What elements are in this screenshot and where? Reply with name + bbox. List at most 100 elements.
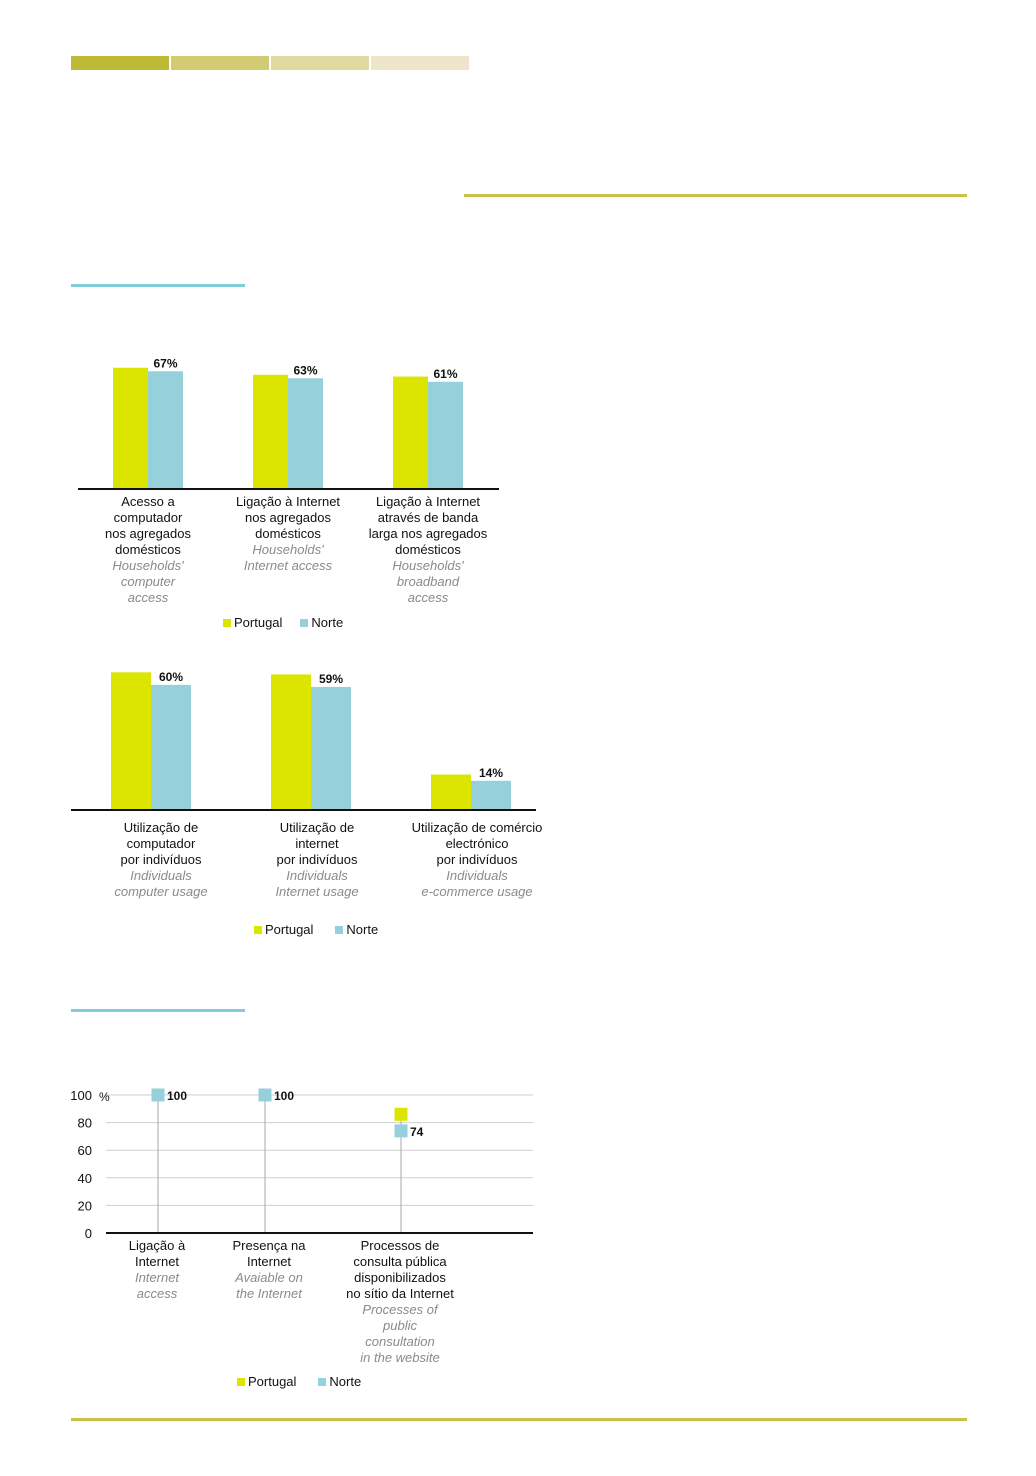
category-line: Acesso a <box>121 494 175 509</box>
legend-portugal-swatch <box>223 618 231 627</box>
chart3-category-label: Ligação à Internet Internet access <box>92 1238 222 1302</box>
legend-norte-label: Norte <box>346 922 379 937</box>
y-tick-label: 40 <box>78 1171 92 1186</box>
chart1-category-label: Ligação à Internet através de banda larga … <box>358 494 498 606</box>
category-line: por indivíduos <box>120 852 202 867</box>
norte-value-label: 63% <box>293 363 317 377</box>
norte-bar <box>471 780 511 810</box>
category-translation-line: broadband <box>396 574 460 589</box>
category-translation-line: e-commerce usage <box>421 884 533 899</box>
category-line: através de banda <box>377 510 479 525</box>
norte-value-label: 67% <box>153 356 177 370</box>
legend-norte-swatch <box>335 925 344 934</box>
category-translation-line: Internet <box>134 1270 180 1285</box>
category-translation-line: computer <box>120 574 176 589</box>
chart1-category-label: Acesso a computador nos agregados doméstico… <box>78 494 218 606</box>
section-rule-2 <box>71 1009 245 1012</box>
chart3-category-label: Presença na Internet Avaiable on the Intern… <box>204 1238 334 1302</box>
legend-norte: Norte <box>300 615 343 630</box>
legend-portugal-label: Portugal <box>248 1374 297 1389</box>
category-translation-line: Households' <box>392 558 464 573</box>
category-translation-line: the Internet <box>236 1286 302 1301</box>
portugal-marker <box>394 1107 408 1121</box>
category-translation-line: consultation <box>365 1334 435 1349</box>
category-line: nos agregados <box>104 526 191 541</box>
y-unit-label: % <box>99 1090 110 1104</box>
category-line: Utilização de <box>123 820 199 835</box>
category-line: computador <box>113 510 183 525</box>
legend-norte-swatch <box>318 1377 327 1386</box>
norte-marker <box>258 1088 272 1102</box>
legend-norte-label: Norte <box>311 615 344 630</box>
category-line: electrónico <box>445 836 509 851</box>
title-rule <box>464 194 967 197</box>
category-line: consulta pública <box>353 1254 447 1269</box>
header-segment-1 <box>71 56 169 70</box>
category-line: nos agregados <box>244 510 331 525</box>
norte-value-label: 59% <box>319 672 343 686</box>
category-translation-line: access <box>127 590 169 605</box>
public-services-chart: 0 20 40 60 80 100% 100 100 74 <box>70 1088 533 1241</box>
category-line: Utilização de comércio <box>411 820 543 835</box>
header-segment-4 <box>371 56 469 70</box>
norte-value-label: 74 <box>410 1125 424 1139</box>
chart1-legend: Portugal Norte <box>223 615 361 630</box>
category-translation-line: Individuals <box>130 868 192 883</box>
legend-norte: Norte <box>335 922 378 937</box>
y-tick-label: 80 <box>78 1116 92 1131</box>
category-line: domésticos <box>115 542 181 557</box>
category-line: larga nos agregados <box>368 526 488 541</box>
legend-norte-label: Norte <box>329 1374 362 1389</box>
category-translation-line: Individuals <box>446 868 508 883</box>
category-line: domésticos <box>255 526 321 541</box>
category-line: Utilização de <box>279 820 355 835</box>
norte-bar <box>148 371 183 489</box>
y-tick-label: 100 <box>70 1088 92 1103</box>
chart3-category-label: Processos de consulta pública disponibiliz… <box>335 1238 465 1366</box>
chart2-legend: Portugal Norte <box>254 922 396 937</box>
category-line: no sítio da Internet <box>346 1286 454 1301</box>
norte-value-label: 100 <box>167 1089 187 1103</box>
legend-portugal: Portugal <box>223 615 282 630</box>
category-line: disponibilizados <box>354 1270 446 1285</box>
legend-norte: Norte <box>318 1374 361 1389</box>
portugal-bar <box>253 374 288 489</box>
norte-bar <box>151 684 191 810</box>
norte-marker <box>151 1088 165 1102</box>
norte-bar <box>428 381 463 489</box>
category-line: por indivíduos <box>436 852 518 867</box>
chart2-category-label: Utilização de internet por indivíduos Indiv… <box>242 820 392 900</box>
category-translation-line: Internet usage <box>275 884 359 899</box>
category-translation-line: Households' <box>252 542 324 557</box>
y-tick-label: 20 <box>78 1198 92 1213</box>
category-line: Ligação à Internet <box>235 494 341 509</box>
category-translation-line: access <box>136 1286 178 1301</box>
individual-usage-chart: 60% 59% 14% <box>71 670 536 811</box>
footer-rule <box>71 1418 967 1421</box>
header-segment-3 <box>271 56 369 70</box>
portugal-bar <box>111 672 151 810</box>
category-translation-line: Individuals <box>286 868 348 883</box>
category-line: Processos de <box>360 1238 440 1253</box>
legend-portugal-label: Portugal <box>234 615 283 630</box>
section-rule-1 <box>71 284 245 287</box>
norte-bar <box>311 686 351 810</box>
category-line: Presença na <box>232 1238 306 1253</box>
header-segment-2 <box>171 56 269 70</box>
category-line: domésticos <box>395 542 461 557</box>
category-translation-line: Households' <box>112 558 184 573</box>
portugal-bar <box>113 367 148 489</box>
chart3-legend: Portugal Norte <box>237 1374 379 1389</box>
category-line: Ligação à Internet <box>375 494 481 509</box>
household-access-chart: 67% 63% 61% <box>78 356 499 490</box>
norte-value-label: 60% <box>159 670 183 684</box>
y-tick-label: 0 <box>85 1226 92 1241</box>
legend-portugal: Portugal <box>254 922 313 937</box>
category-translation-line: in the website <box>360 1350 440 1365</box>
norte-bar <box>288 378 323 489</box>
category-line: computador <box>126 836 196 851</box>
legend-portugal: Portugal <box>237 1374 296 1389</box>
y-tick-label: 60 <box>78 1143 92 1158</box>
chart1-category-label: Ligação à Internet nos agregados doméstico… <box>218 494 358 574</box>
category-translation-line: computer usage <box>114 884 208 899</box>
